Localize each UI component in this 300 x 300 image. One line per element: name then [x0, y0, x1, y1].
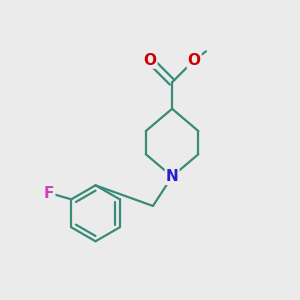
Text: N: N [166, 169, 178, 184]
Text: O: O [143, 53, 157, 68]
Text: O: O [188, 53, 201, 68]
Text: F: F [44, 186, 54, 201]
